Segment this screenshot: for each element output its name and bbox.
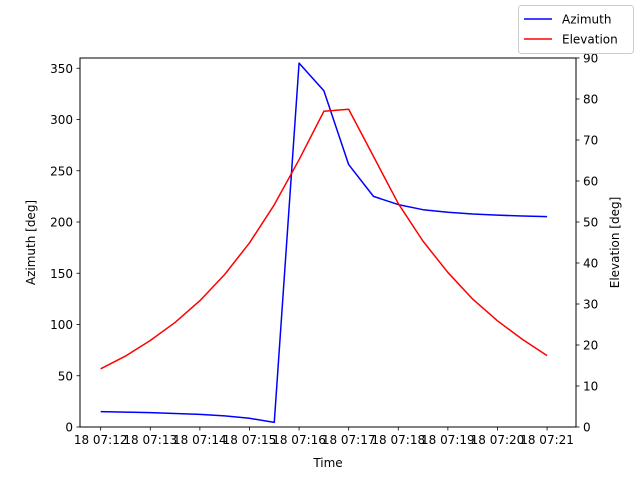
left-tick-label: 150 bbox=[50, 267, 73, 281]
left-axis-label: Azimuth [deg] bbox=[24, 200, 38, 285]
left-tick-label: 200 bbox=[50, 216, 73, 230]
x-tick-label: 18 07:19 bbox=[421, 433, 475, 447]
right-tick-label: 40 bbox=[583, 257, 598, 271]
legend-label-azimuth: Azimuth bbox=[562, 13, 611, 27]
left-tick-label: 0 bbox=[65, 421, 73, 435]
x-tick-label: 18 07:20 bbox=[471, 433, 525, 447]
plot-lines bbox=[100, 62, 548, 424]
left-tick-label: 250 bbox=[50, 164, 73, 178]
right-axis: 0 10 20 30 40 50 60 70 80 90 bbox=[576, 52, 598, 435]
x-tick-label: 18 07:21 bbox=[520, 433, 574, 447]
x-tick-label: 18 07:14 bbox=[173, 433, 227, 447]
legend-frame bbox=[518, 5, 634, 54]
x-tick-label: 18 07:15 bbox=[223, 433, 277, 447]
right-tick-label: 50 bbox=[583, 216, 598, 230]
right-tick-label: 90 bbox=[583, 52, 598, 66]
legend: Azimuth Elevation bbox=[518, 5, 634, 54]
axes-frame bbox=[79, 57, 577, 428]
x-tick-label: 18 07:16 bbox=[272, 433, 326, 447]
left-axis: 0 50 100 150 200 250 300 350 bbox=[50, 62, 80, 435]
x-tick-label: 18 07:13 bbox=[123, 433, 177, 447]
x-axis-label: Time bbox=[312, 456, 342, 470]
right-tick-label: 60 bbox=[583, 175, 598, 189]
x-tick-label: 18 07:18 bbox=[371, 433, 425, 447]
right-tick-label: 80 bbox=[583, 93, 598, 107]
left-tick-label: 50 bbox=[58, 369, 73, 383]
right-tick-label: 10 bbox=[583, 380, 598, 394]
right-tick-label: 20 bbox=[583, 339, 598, 353]
right-tick-label: 30 bbox=[583, 298, 598, 312]
left-tick-label: 350 bbox=[50, 62, 73, 76]
right-axis-label: Elevation [deg] bbox=[608, 197, 622, 289]
x-tick-label: 18 07:12 bbox=[74, 433, 128, 447]
x-tick-label: 18 07:17 bbox=[322, 433, 376, 447]
left-tick-label: 300 bbox=[50, 113, 73, 127]
right-tick-label: 70 bbox=[583, 134, 598, 148]
left-tick-label: 100 bbox=[50, 318, 73, 332]
series-line-azimuth bbox=[100, 62, 548, 424]
right-tick-label: 0 bbox=[583, 421, 591, 435]
legend-label-elevation: Elevation bbox=[562, 33, 618, 47]
series-line-elevation bbox=[100, 108, 548, 370]
